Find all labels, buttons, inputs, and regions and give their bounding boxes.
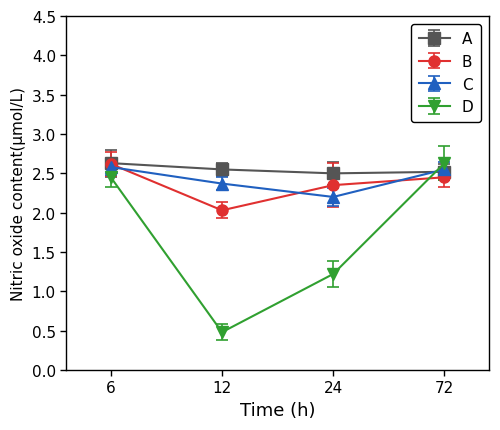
- Legend: A, B, C, D: A, B, C, D: [412, 25, 481, 123]
- X-axis label: Time (h): Time (h): [240, 401, 316, 419]
- Y-axis label: Nitric oxide content(μmol/L): Nitric oxide content(μmol/L): [11, 87, 26, 300]
